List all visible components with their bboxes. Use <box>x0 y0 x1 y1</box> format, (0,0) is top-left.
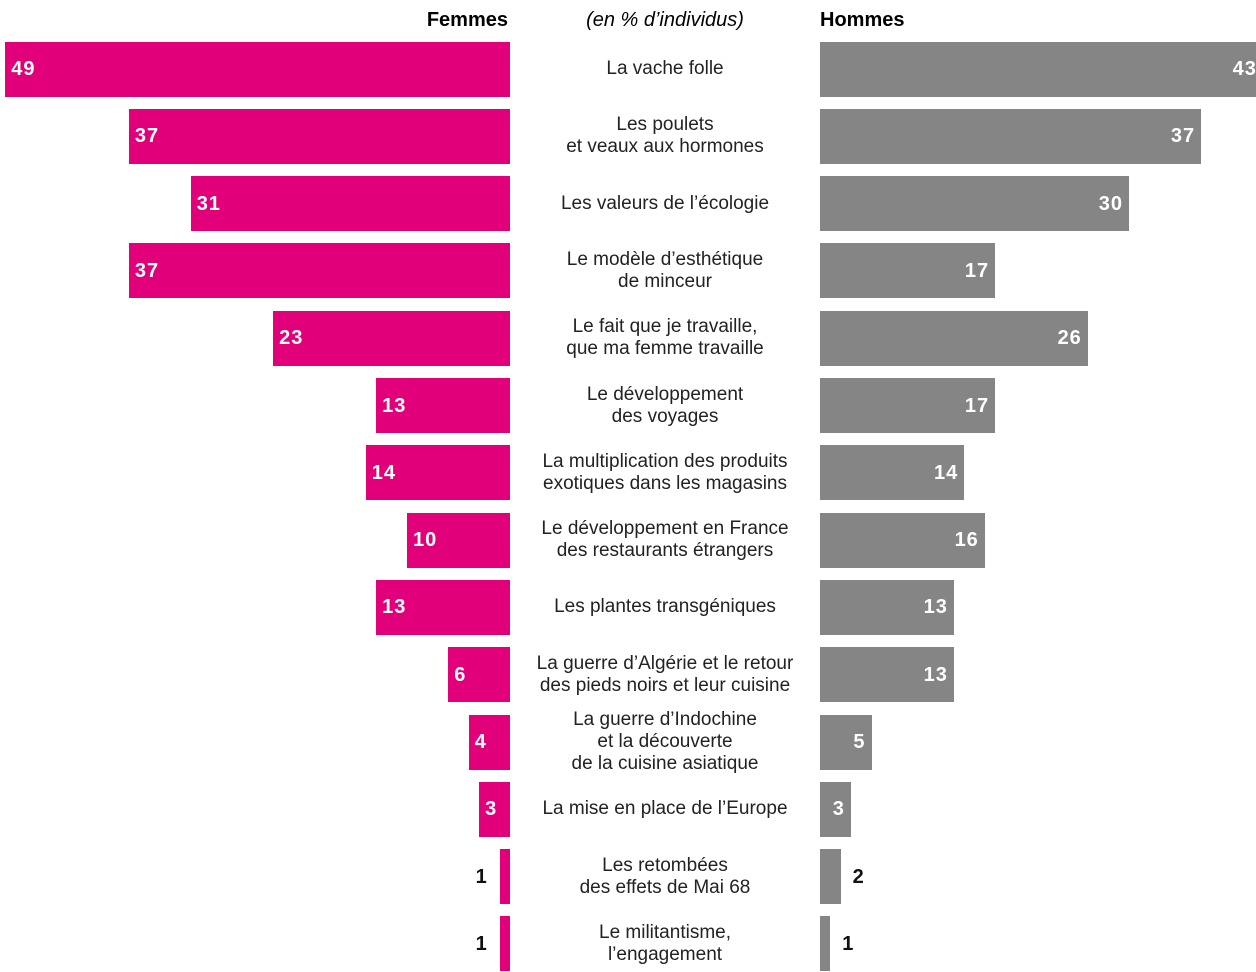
bar <box>499 916 510 972</box>
category-label: La vache folle <box>606 58 724 79</box>
bar <box>820 849 841 905</box>
value-label: 14 <box>933 461 959 484</box>
value-label: 26 <box>1057 327 1082 350</box>
value-label: 49 <box>11 58 36 80</box>
bar <box>820 512 985 568</box>
category-label: La guerre d’Algérie et le retour des pie… <box>536 652 794 696</box>
value-label: 10 <box>413 529 438 552</box>
category-label: Les valeurs de l’écologie <box>560 192 770 214</box>
value-label: 2 <box>852 865 865 888</box>
value-label: 17 <box>964 259 990 282</box>
category-label: Le modèle d’esthétique de minceur <box>566 248 764 292</box>
bar <box>468 714 510 770</box>
category-label: La multiplication des produits exotiques… <box>542 450 788 494</box>
bar <box>820 243 996 299</box>
bar <box>128 108 510 164</box>
value-label: 1 <box>475 865 488 888</box>
category-label: Le militantisme, l’engagement <box>599 921 731 965</box>
bar <box>820 647 954 703</box>
value-label: 37 <box>1170 125 1196 148</box>
value-label: 16 <box>954 529 979 552</box>
value-label: 5 <box>853 731 866 753</box>
value-label: 1 <box>475 932 488 955</box>
value-label: 3 <box>485 798 498 821</box>
bar <box>820 176 1129 232</box>
value-label: 43 <box>1232 58 1256 80</box>
legend-hommes: Hommes <box>820 9 905 31</box>
bar <box>820 781 851 837</box>
category-label: Les poulets et veaux aux hormones <box>566 114 764 158</box>
bar <box>820 378 996 433</box>
value-label: 6 <box>454 663 467 686</box>
category-label: Les retombées des effets de Mai 68 <box>579 854 751 898</box>
category-label: La guerre d’Indochine et la découverte d… <box>571 709 759 774</box>
bar <box>128 243 510 299</box>
bar <box>190 176 510 232</box>
value-label: 13 <box>923 663 948 686</box>
value-label: 1 <box>842 932 855 955</box>
bar <box>820 41 1256 97</box>
value-label: 37 <box>134 259 160 282</box>
subtitle: (en % d’individus) <box>586 9 744 31</box>
bar <box>365 445 510 501</box>
legend-femmes: Femmes <box>426 9 508 31</box>
bar <box>820 579 954 635</box>
bar <box>407 512 510 568</box>
bar <box>820 310 1088 366</box>
value-label: 13 <box>382 596 407 619</box>
bar <box>499 849 510 905</box>
category-label: Les plantes transgéniques <box>554 596 776 618</box>
bar <box>820 714 872 770</box>
value-label: 13 <box>382 394 407 417</box>
bar <box>820 108 1202 164</box>
value-label: 4 <box>474 731 487 753</box>
value-label: 37 <box>134 125 160 148</box>
bar <box>820 916 831 972</box>
category-label: Le fait que je travaille, que ma femme t… <box>566 316 764 360</box>
bar <box>376 579 510 635</box>
category-label: Le développement en France des restauran… <box>541 518 789 562</box>
bar <box>376 378 510 433</box>
category-label: La mise en place de l’Europe <box>542 798 788 820</box>
category-label: Le développement des voyages <box>586 383 744 427</box>
value-label: 3 <box>832 798 845 821</box>
bar <box>479 781 510 837</box>
value-label: 23 <box>279 327 304 350</box>
value-label: 13 <box>923 596 948 619</box>
bar <box>5 41 510 97</box>
value-label: 30 <box>1098 192 1123 215</box>
value-label: 31 <box>196 192 221 215</box>
bar <box>448 647 510 703</box>
bar <box>273 310 510 366</box>
value-label: 17 <box>964 394 990 417</box>
bar <box>820 445 965 501</box>
value-label: 14 <box>371 461 397 484</box>
